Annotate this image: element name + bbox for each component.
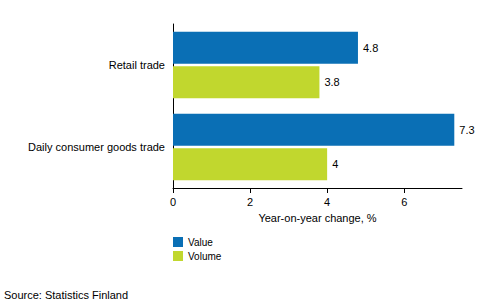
svg-text:0: 0 [170,196,176,208]
svg-text:3.8: 3.8 [324,76,339,88]
svg-text:Source: Statistics Finland: Source: Statistics Finland [4,289,128,301]
svg-text:Value: Value [188,237,213,248]
svg-text:4.8: 4.8 [363,42,378,54]
svg-text:Daily consumer goods trade: Daily consumer goods trade [28,141,165,153]
svg-text:6: 6 [401,196,407,208]
svg-text:Retail trade: Retail trade [109,59,165,71]
svg-text:2: 2 [247,196,253,208]
svg-text:4: 4 [324,196,330,208]
svg-text:Year-on-year change, %: Year-on-year change, % [258,212,376,224]
svg-text:4: 4 [332,158,338,170]
svg-text:Volume: Volume [188,251,222,262]
svg-text:7.3: 7.3 [459,124,474,136]
